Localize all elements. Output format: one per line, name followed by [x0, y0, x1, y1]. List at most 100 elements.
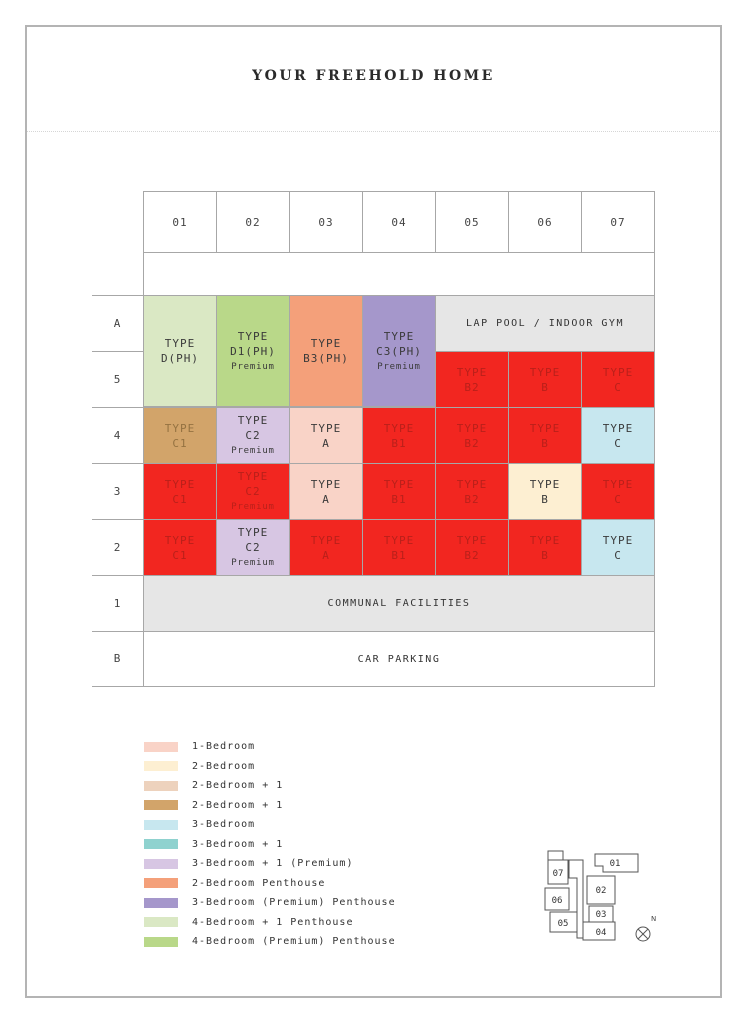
- unit-2-05[interactable]: TYPE B2: [435, 519, 509, 576]
- unit-type-label: TYPE: [237, 526, 269, 539]
- unit-type-c3-ph[interactable]: TYPE C3(PH) Premium: [362, 295, 436, 407]
- unit-3-03[interactable]: TYPE A: [289, 463, 363, 520]
- legend-item: 4-Bedroom + 1 Penthouse: [144, 913, 396, 933]
- unit-type-label: TYPE: [310, 533, 342, 547]
- legend-item: 3-Bedroom + 1 (Premium): [144, 854, 396, 874]
- unit-4-07[interactable]: TYPE C: [581, 407, 655, 464]
- key-plan-label-05: 05: [558, 919, 569, 929]
- blank-header-band: [143, 252, 655, 296]
- unit-type-code: C: [614, 492, 622, 506]
- legend-swatch: [144, 800, 178, 811]
- unit-type-d-ph[interactable]: TYPE D(PH): [143, 295, 217, 407]
- row-line: [92, 519, 143, 520]
- unit-type-code: B: [541, 548, 549, 562]
- key-plan-label-06: 06: [552, 896, 563, 906]
- unit-type-label: TYPE: [456, 533, 488, 547]
- unit-type-b3-ph[interactable]: TYPE B3(PH): [289, 295, 363, 407]
- unit-type-label: TYPE: [164, 421, 196, 435]
- unit-3-06[interactable]: TYPE B: [508, 463, 582, 520]
- column-header-03: 03: [289, 191, 363, 253]
- legend-label: 2-Bedroom Penthouse: [192, 877, 326, 889]
- unit-type-code: D1(PH): [230, 344, 276, 358]
- unit-5-07[interactable]: TYPE C: [581, 351, 655, 408]
- unit-type-label: TYPE: [602, 365, 634, 379]
- row-label-b: B: [113, 652, 121, 665]
- key-plan-label-01: 01: [610, 859, 621, 869]
- unit-type-code: C1: [172, 548, 188, 562]
- legend-item: 3-Bedroom (Premium) Penthouse: [144, 893, 396, 913]
- car-parking: CAR PARKING: [143, 631, 655, 687]
- column-header-07: 07: [581, 191, 655, 253]
- unit-5-06[interactable]: TYPE B: [508, 351, 582, 408]
- north-arrow-icon: [635, 926, 651, 942]
- unit-5-05[interactable]: TYPE B2: [435, 351, 509, 408]
- unit-type-code: B3(PH): [303, 352, 349, 365]
- unit-premium-label: Premium: [231, 502, 275, 512]
- legend-item: 3-Bedroom + 1: [144, 835, 396, 855]
- unit-4-05[interactable]: TYPE B2: [435, 407, 509, 464]
- legend-label: 2-Bedroom: [192, 760, 256, 772]
- unit-type-code: A: [322, 492, 330, 506]
- unit-3-01[interactable]: TYPE C1: [143, 463, 217, 520]
- unit-2-02[interactable]: TYPE C2 Premium: [216, 519, 290, 576]
- legend-swatch: [144, 839, 178, 850]
- unit-type-code: B: [541, 492, 549, 506]
- unit-type-d1-ph[interactable]: TYPE D1(PH) Premium: [216, 295, 290, 407]
- unit-type-label: TYPE: [383, 329, 415, 343]
- unit-type-label: TYPE: [310, 477, 342, 491]
- unit-type-code: C3(PH): [376, 344, 422, 358]
- unit-2-04[interactable]: TYPE B1: [362, 519, 436, 576]
- row-label-4: 4: [113, 428, 121, 442]
- unit-type-label: TYPE: [529, 533, 561, 547]
- unit-type-code: C2: [245, 485, 261, 498]
- unit-type-label: TYPE: [383, 533, 415, 547]
- unit-type-label: TYPE: [529, 421, 561, 435]
- unit-type-label: TYPE: [602, 477, 634, 491]
- legend-label: 3-Bedroom: [192, 819, 256, 831]
- unit-type-code: B2: [464, 548, 480, 562]
- unit-3-04[interactable]: TYPE B1: [362, 463, 436, 520]
- lap-pool-indoor-gym: LAP POOL / INDOOR GYM: [435, 295, 655, 352]
- unit-type-code: B: [541, 436, 549, 450]
- unit-4-06[interactable]: TYPE B: [508, 407, 582, 464]
- unit-type-label: TYPE: [602, 533, 634, 547]
- unit-4-04[interactable]: TYPE B1: [362, 407, 436, 464]
- legend-swatch: [144, 741, 178, 752]
- legend-item: 4-Bedroom (Premium) Penthouse: [144, 932, 396, 952]
- unit-type-label: TYPE: [164, 337, 196, 350]
- legend-swatch: [144, 761, 178, 772]
- unit-2-06[interactable]: TYPE B: [508, 519, 582, 576]
- unit-type-label: TYPE: [164, 533, 196, 547]
- unit-type-code: C1: [172, 436, 188, 450]
- unit-type-code: B2: [464, 380, 480, 394]
- unit-2-07[interactable]: TYPE C: [581, 519, 655, 576]
- row-label-a: A: [113, 316, 121, 330]
- key-plan-label-02: 02: [596, 886, 607, 896]
- unit-4-03[interactable]: TYPE A: [289, 407, 363, 464]
- unit-type-code: C: [614, 380, 622, 394]
- unit-2-03[interactable]: TYPE A: [289, 519, 363, 576]
- unit-3-02[interactable]: TYPE C2 Premium: [216, 463, 290, 520]
- unit-3-05[interactable]: TYPE B2: [435, 463, 509, 520]
- unit-3-07[interactable]: TYPE C: [581, 463, 655, 520]
- legend-item: 2-Bedroom + 1: [144, 776, 396, 796]
- unit-type-label: TYPE: [310, 421, 342, 435]
- legend-label: 3-Bedroom + 1 (Premium): [192, 858, 354, 870]
- unit-type-code: A: [322, 548, 330, 562]
- unit-2-01[interactable]: TYPE C1: [143, 519, 217, 576]
- unit-type-code: B2: [464, 492, 480, 506]
- unit-4-02[interactable]: TYPE C2 Premium: [216, 407, 290, 464]
- unit-type-label: TYPE: [164, 477, 196, 491]
- communal-facilities: COMMUNAL FACILITIES: [143, 575, 655, 632]
- legend-label: 3-Bedroom + 1: [192, 838, 284, 850]
- unit-4-01[interactable]: TYPE C1: [143, 407, 217, 464]
- row-line: [92, 351, 143, 352]
- legend-item: 3-Bedroom: [144, 815, 396, 835]
- unit-type-label: TYPE: [456, 421, 488, 435]
- unit-type-code: B1: [391, 548, 407, 562]
- unit-type-code: C: [614, 436, 622, 450]
- key-plan-connector: [568, 859, 584, 939]
- column-header-04: 04: [362, 191, 436, 253]
- legend-swatch: [144, 936, 178, 947]
- unit-type-label: TYPE: [237, 329, 269, 343]
